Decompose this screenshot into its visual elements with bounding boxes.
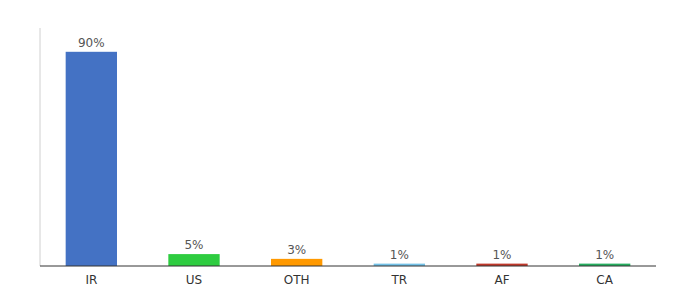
- data-label: 1%: [390, 248, 409, 262]
- x-tick-label: IR: [85, 273, 97, 287]
- x-tick-label: AF: [494, 273, 509, 287]
- x-tick-label: US: [186, 273, 202, 287]
- bars: [66, 52, 631, 266]
- y-axis-line: [40, 28, 41, 266]
- chart-container: 90% 5% 3% 1% 1% 1% IR US OTH TR AF CA: [0, 0, 680, 300]
- bar: [168, 254, 219, 266]
- data-label: 90%: [78, 36, 105, 50]
- x-tick-label: OTH: [284, 273, 310, 287]
- data-label: 1%: [595, 248, 614, 262]
- data-label: 5%: [184, 238, 203, 252]
- bar: [271, 259, 322, 266]
- x-tick-label: TR: [390, 273, 407, 287]
- chart-svg: 90% 5% 3% 1% 1% 1% IR US OTH TR AF CA: [0, 0, 680, 300]
- x-axis-line: [40, 266, 656, 267]
- data-label: 3%: [287, 243, 306, 257]
- data-label: 1%: [492, 248, 511, 262]
- x-tick-label: CA: [596, 273, 613, 287]
- bar: [66, 52, 117, 266]
